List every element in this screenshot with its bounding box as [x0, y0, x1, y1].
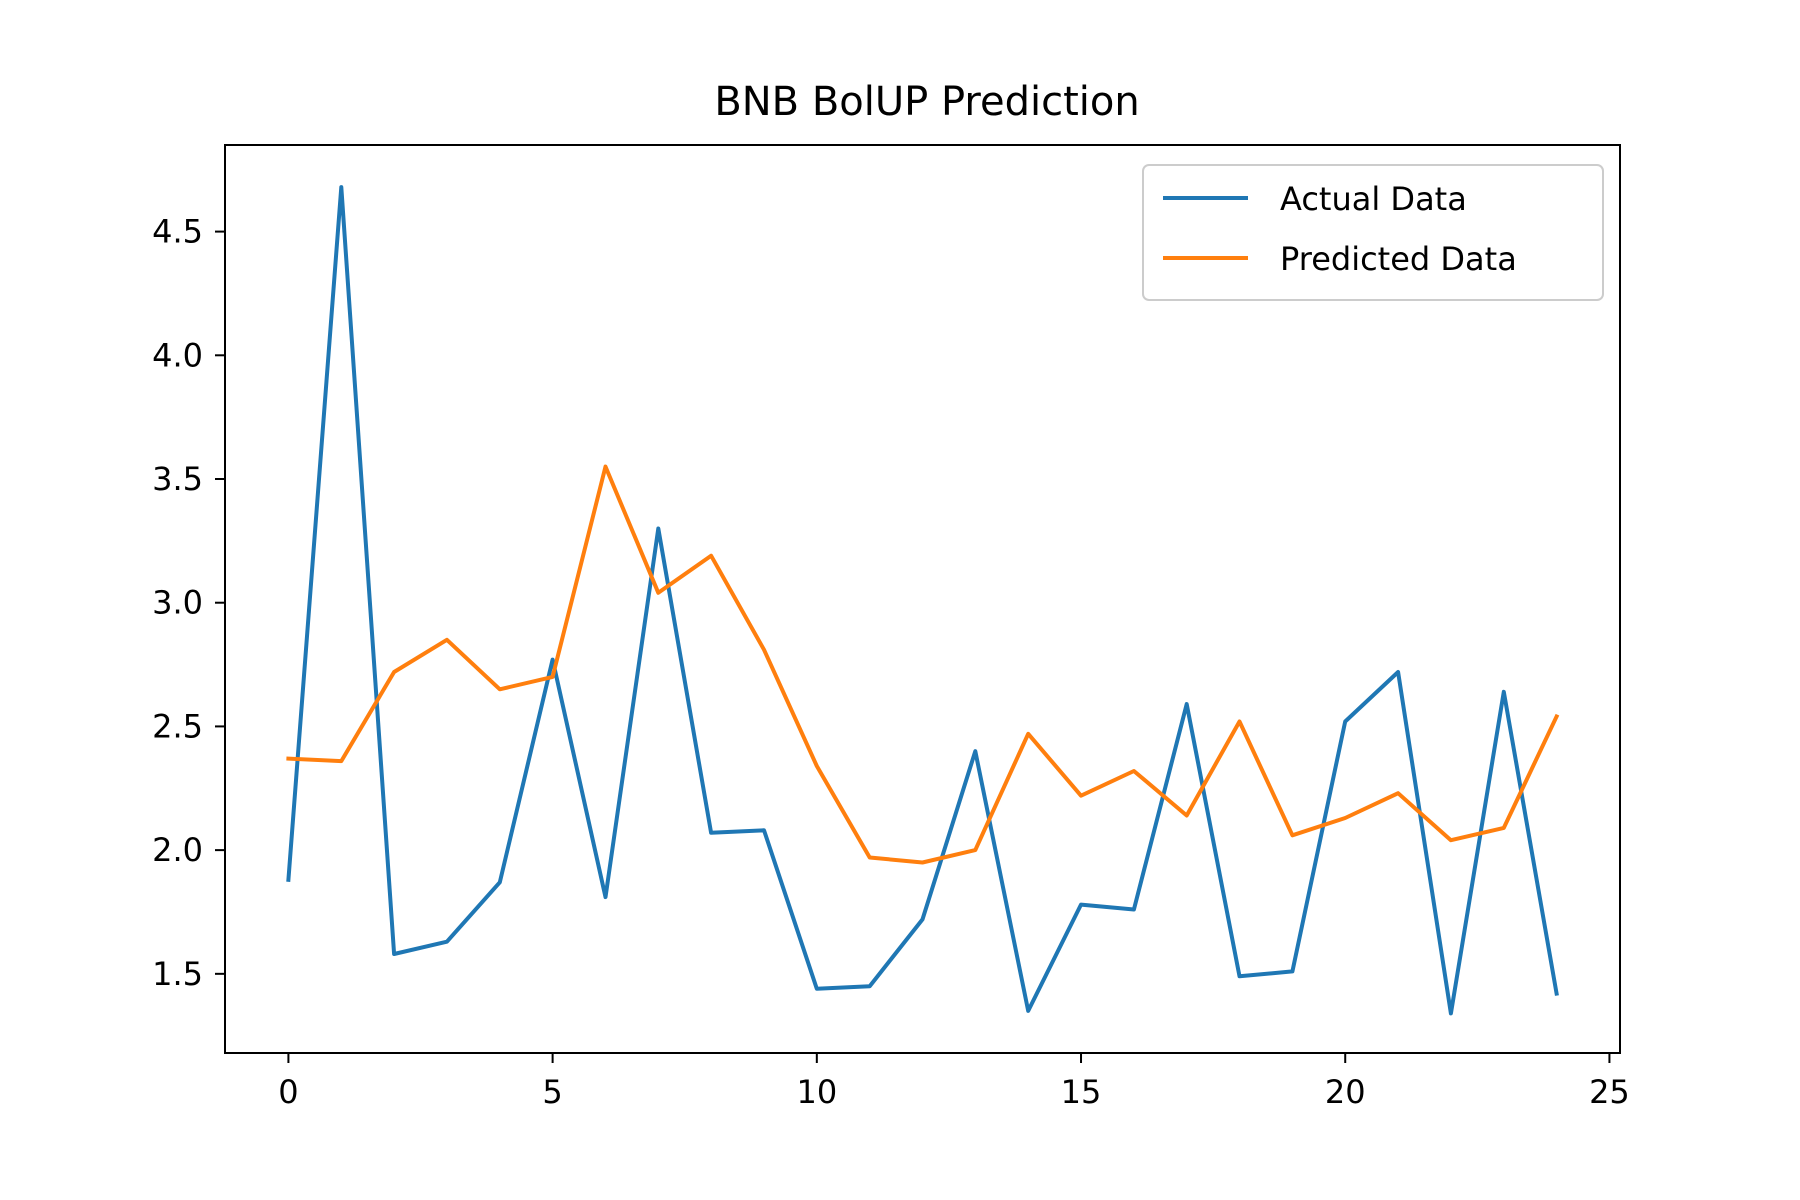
- x-tick-label: 15: [1061, 1073, 1102, 1111]
- plot-frame: [224, 144, 1621, 1054]
- y-tick-label: 3.5: [152, 460, 203, 498]
- x-tick-label: 0: [278, 1073, 298, 1111]
- y-tick-label: 2.5: [152, 707, 203, 745]
- legend-label-actual: Actual Data: [1280, 180, 1467, 218]
- x-tick-label: 25: [1589, 1073, 1630, 1111]
- x-tick-label: 10: [796, 1073, 837, 1111]
- x-tick-label: 20: [1325, 1073, 1366, 1111]
- series-line-predicted: [286, 464, 1560, 865]
- legend-label-predicted: Predicted Data: [1280, 240, 1517, 278]
- series-layer: [286, 185, 1560, 1016]
- x-axis: 0 5 10 15 20 25: [278, 1053, 1630, 1111]
- legend: Actual Data Predicted Data: [1142, 164, 1604, 301]
- x-tick-label: 5: [542, 1073, 562, 1111]
- y-tick-label: 1.5: [152, 955, 203, 993]
- chart-title: BNB BolUP Prediction: [714, 79, 1139, 125]
- series-line-actual: [286, 185, 1559, 1016]
- y-axis: 1.5 2.0 2.5 3.0 3.5 4.0 4.5: [152, 213, 225, 993]
- y-tick-label: 4.5: [152, 213, 203, 251]
- y-tick-label: 2.0: [152, 831, 203, 869]
- legend-box: [1142, 164, 1604, 301]
- y-tick-label: 4.0: [152, 336, 203, 374]
- y-tick-label: 3.0: [152, 584, 203, 622]
